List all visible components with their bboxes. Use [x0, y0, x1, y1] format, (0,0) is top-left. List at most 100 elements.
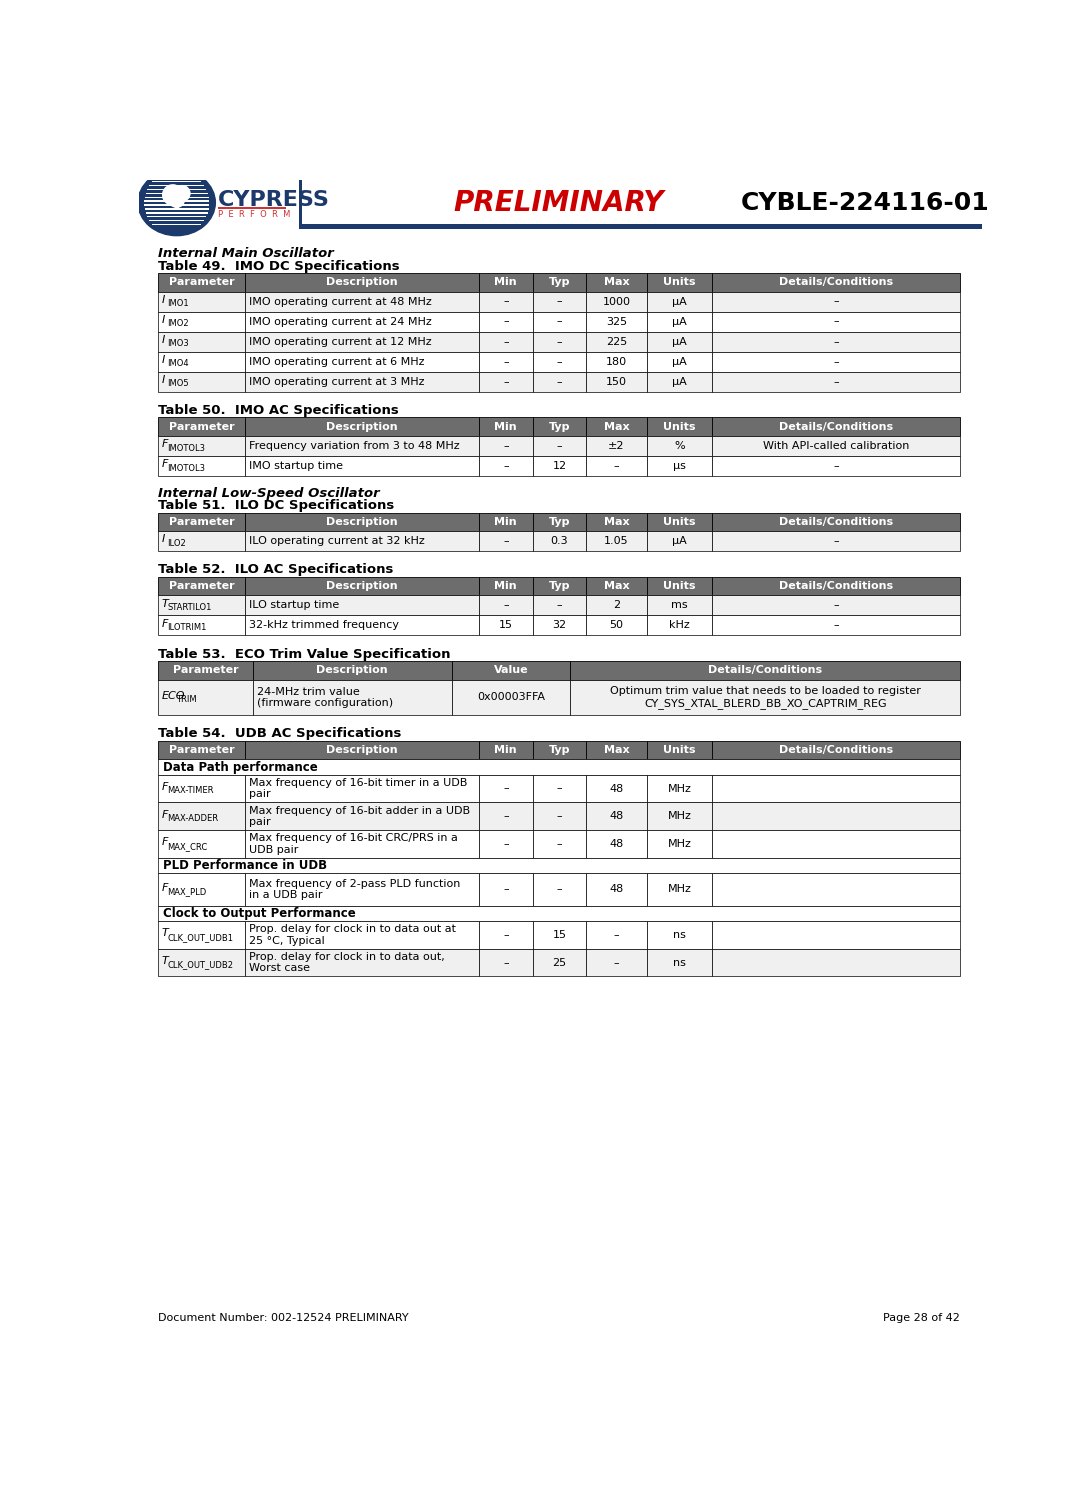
Bar: [158, 741, 244, 760]
Bar: [479, 435, 532, 456]
Bar: [158, 874, 244, 905]
Bar: [158, 531, 244, 551]
Text: 225: 225: [606, 337, 627, 347]
Text: ILO startup time: ILO startup time: [250, 600, 339, 610]
Bar: [712, 435, 960, 456]
Text: 1000: 1000: [602, 296, 631, 307]
Bar: [532, 741, 586, 760]
Bar: [158, 905, 960, 922]
Text: Typ: Typ: [549, 277, 571, 287]
Text: –: –: [503, 839, 508, 850]
Bar: [712, 922, 960, 948]
Bar: [532, 274, 586, 292]
Bar: [479, 417, 532, 435]
Bar: [647, 615, 712, 636]
Bar: [647, 311, 712, 332]
Bar: [712, 802, 960, 830]
Bar: [647, 371, 712, 392]
Bar: [647, 292, 712, 311]
Text: 1.05: 1.05: [604, 536, 628, 546]
Bar: [158, 435, 244, 456]
Bar: [532, 577, 586, 595]
Text: –: –: [834, 536, 839, 546]
Text: μs: μs: [673, 461, 686, 471]
Bar: [647, 802, 712, 830]
Text: μA: μA: [672, 296, 687, 307]
Bar: [244, 292, 479, 311]
Bar: [647, 513, 712, 531]
Text: Data Path performance: Data Path performance: [163, 760, 317, 773]
Text: Details/Conditions: Details/Conditions: [779, 422, 894, 432]
Text: –: –: [834, 296, 839, 307]
Text: CLK_OUT_UDB2: CLK_OUT_UDB2: [167, 960, 233, 969]
Bar: [571, 661, 960, 679]
Text: IMO startup time: IMO startup time: [250, 461, 344, 471]
Text: 25: 25: [552, 957, 566, 968]
Bar: [586, 435, 647, 456]
Bar: [712, 352, 960, 371]
Text: Min: Min: [494, 745, 517, 755]
Text: ILO2: ILO2: [167, 539, 187, 548]
Text: Details/Conditions: Details/Conditions: [708, 666, 823, 675]
Text: –: –: [613, 957, 620, 968]
Text: –: –: [503, 317, 508, 326]
Bar: [586, 371, 647, 392]
Text: –: –: [503, 296, 508, 307]
Bar: [532, 292, 586, 311]
Text: STARTILO1: STARTILO1: [167, 603, 212, 612]
Bar: [647, 577, 712, 595]
Bar: [479, 741, 532, 760]
Bar: [158, 577, 244, 595]
Text: Document Number: 002-12524 PRELIMINARY: Document Number: 002-12524 PRELIMINARY: [158, 1312, 409, 1322]
Text: Typ: Typ: [549, 745, 571, 755]
Text: –: –: [503, 884, 508, 895]
Bar: [586, 577, 647, 595]
Text: –: –: [503, 377, 508, 386]
Text: ns: ns: [673, 957, 686, 968]
Text: MAX_CRC: MAX_CRC: [167, 842, 207, 851]
Bar: [299, 180, 302, 226]
Text: Page 28 of 42: Page 28 of 42: [884, 1312, 960, 1322]
Text: I: I: [161, 355, 165, 365]
Text: –: –: [503, 461, 508, 471]
Text: Description: Description: [316, 666, 388, 675]
Text: Parameter: Parameter: [172, 666, 238, 675]
Bar: [586, 274, 647, 292]
Text: –: –: [556, 337, 562, 347]
Text: F: F: [161, 838, 168, 848]
Text: Details/Conditions: Details/Conditions: [779, 277, 894, 287]
Text: ECO: ECO: [161, 691, 185, 700]
Text: MAX_PLD: MAX_PLD: [167, 887, 206, 896]
Text: Min: Min: [494, 422, 517, 432]
Text: Units: Units: [663, 745, 696, 755]
Text: Table 53.  ECO Trim Value Specification: Table 53. ECO Trim Value Specification: [158, 648, 451, 661]
Text: IMO operating current at 6 MHz: IMO operating current at 6 MHz: [250, 356, 424, 367]
Bar: [158, 760, 960, 775]
Bar: [158, 830, 244, 857]
Text: IMOTOL3: IMOTOL3: [167, 464, 205, 473]
Text: μA: μA: [672, 536, 687, 546]
Text: Typ: Typ: [549, 516, 571, 527]
Text: –: –: [503, 441, 508, 450]
Bar: [532, 802, 586, 830]
Text: Description: Description: [326, 277, 397, 287]
Text: –: –: [834, 317, 839, 326]
Text: 12: 12: [552, 461, 566, 471]
Text: With API-called calibration: With API-called calibration: [763, 441, 910, 450]
Bar: [712, 292, 960, 311]
Bar: [647, 741, 712, 760]
Text: Units: Units: [663, 516, 696, 527]
Text: ±2: ±2: [609, 441, 625, 450]
Bar: [532, 948, 586, 977]
Text: MHz: MHz: [668, 784, 692, 793]
Bar: [532, 371, 586, 392]
Bar: [244, 371, 479, 392]
Bar: [647, 922, 712, 948]
Bar: [586, 830, 647, 857]
Text: 150: 150: [606, 377, 627, 386]
Bar: [244, 874, 479, 905]
Text: IMO operating current at 48 MHz: IMO operating current at 48 MHz: [250, 296, 432, 307]
Text: CYBLE-224116-01: CYBLE-224116-01: [741, 190, 990, 214]
Bar: [532, 775, 586, 802]
Circle shape: [173, 186, 191, 202]
